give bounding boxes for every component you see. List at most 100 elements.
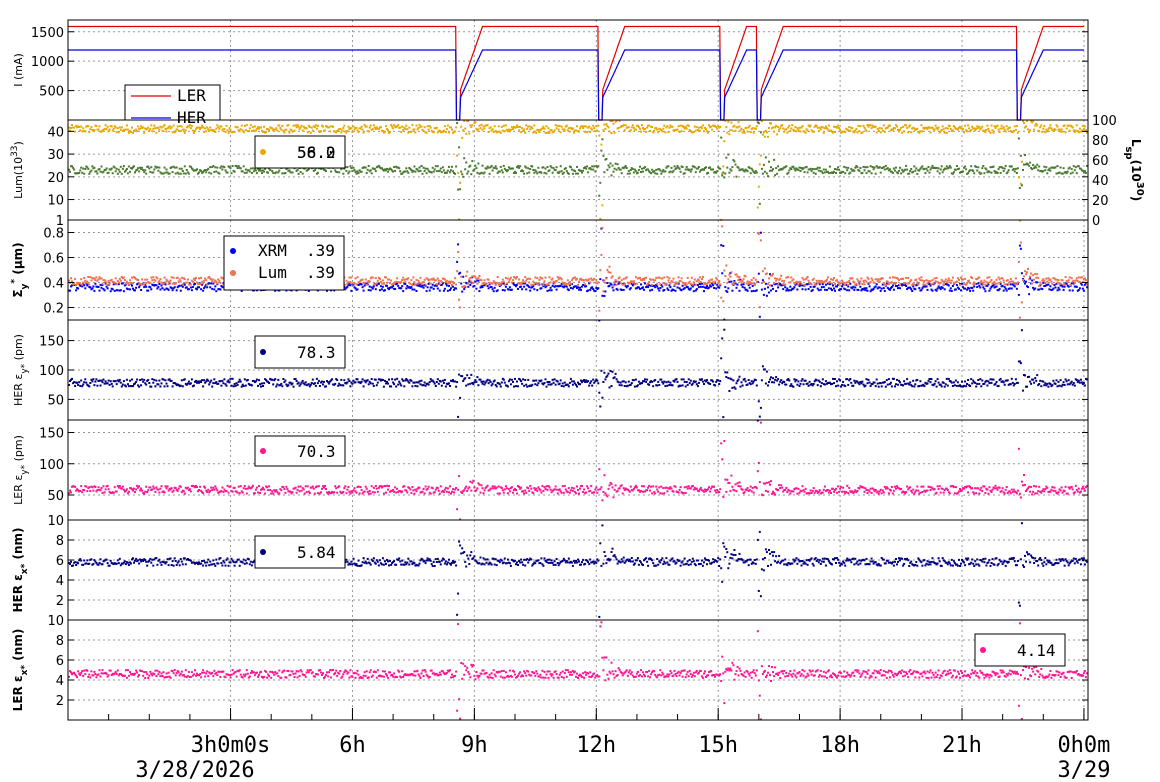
data-point — [888, 383, 891, 386]
data-point — [729, 275, 732, 278]
data-point — [1017, 293, 1020, 296]
data-point — [1032, 164, 1035, 167]
data-point — [390, 168, 393, 171]
data-point — [797, 169, 800, 171]
data-point — [307, 168, 310, 171]
data-point — [706, 285, 708, 288]
data-point — [340, 378, 343, 381]
data-point — [734, 129, 737, 132]
data-point — [147, 379, 150, 381]
data-point — [810, 283, 813, 286]
data-point — [714, 280, 717, 283]
data-point — [1004, 283, 1007, 286]
data-point — [890, 286, 893, 288]
data-point — [918, 287, 921, 290]
data-point — [88, 172, 91, 175]
data-point — [271, 170, 274, 172]
data-point — [846, 281, 849, 284]
data-point — [731, 386, 734, 389]
data-point — [857, 280, 860, 283]
data-point — [553, 378, 556, 381]
data-point — [784, 128, 787, 131]
data-point — [620, 279, 623, 282]
data-point — [480, 380, 483, 383]
data-point — [832, 131, 834, 134]
data-point — [302, 382, 305, 385]
data-point — [1017, 260, 1020, 263]
data-point — [81, 285, 84, 288]
data-point — [1007, 287, 1010, 290]
data-point — [69, 129, 71, 132]
data-point — [488, 172, 491, 175]
data-point — [939, 168, 942, 171]
data-point — [450, 280, 452, 283]
data-point — [233, 170, 236, 173]
data-point — [152, 171, 155, 174]
data-point — [688, 168, 691, 171]
data-point — [793, 129, 796, 132]
data-point — [475, 167, 478, 170]
data-point — [728, 390, 731, 392]
data-point — [80, 278, 83, 281]
data-point — [233, 131, 236, 133]
data-point — [847, 284, 850, 286]
data-point — [111, 385, 114, 388]
data-point — [617, 381, 620, 384]
data-point — [685, 166, 688, 168]
data-point — [741, 279, 744, 282]
data-point — [560, 385, 563, 387]
ytick-label: 0.4 — [43, 277, 64, 292]
data-point — [236, 126, 239, 129]
data-point — [469, 382, 472, 385]
data-point — [774, 277, 777, 280]
data-point — [679, 170, 682, 173]
data-point — [619, 381, 622, 384]
data-point — [379, 285, 382, 288]
data-point — [454, 380, 457, 383]
data-point — [212, 165, 215, 167]
panel-frame — [67, 19, 1089, 121]
data-point — [1055, 172, 1058, 175]
data-point — [825, 289, 828, 291]
data-point — [653, 170, 656, 173]
data-point — [726, 371, 729, 374]
data-point — [114, 380, 117, 383]
data-point — [676, 282, 679, 285]
data-point — [476, 171, 479, 174]
data-point — [1077, 165, 1080, 168]
data-point — [930, 283, 933, 286]
data-point — [688, 382, 691, 385]
data-point — [652, 131, 655, 134]
data-point — [503, 167, 506, 170]
data-point — [733, 160, 736, 163]
data-point — [474, 276, 477, 279]
data-point — [855, 165, 858, 167]
data-point — [978, 284, 981, 287]
data-point — [805, 277, 808, 280]
data-point — [167, 126, 170, 129]
data-point — [887, 169, 890, 172]
data-point — [654, 172, 657, 175]
data-point — [941, 280, 944, 283]
data-point — [401, 125, 404, 128]
data-point — [688, 129, 691, 131]
data-point — [859, 285, 862, 288]
data-point — [839, 128, 842, 131]
data-point — [259, 383, 261, 386]
data-point — [822, 281, 825, 284]
data-point — [901, 168, 904, 171]
legend-value: 56.0 — [297, 143, 336, 162]
data-point — [1005, 289, 1008, 292]
data-point — [811, 279, 814, 281]
data-point — [994, 282, 997, 285]
data-point — [175, 128, 178, 131]
data-point — [775, 124, 778, 127]
data-point — [413, 381, 416, 384]
data-point — [1038, 285, 1041, 287]
data-point — [667, 380, 670, 383]
data-point — [453, 282, 455, 285]
data-point — [461, 173, 464, 176]
data-point — [81, 171, 84, 174]
data-point — [213, 281, 216, 284]
data-point — [856, 166, 859, 169]
